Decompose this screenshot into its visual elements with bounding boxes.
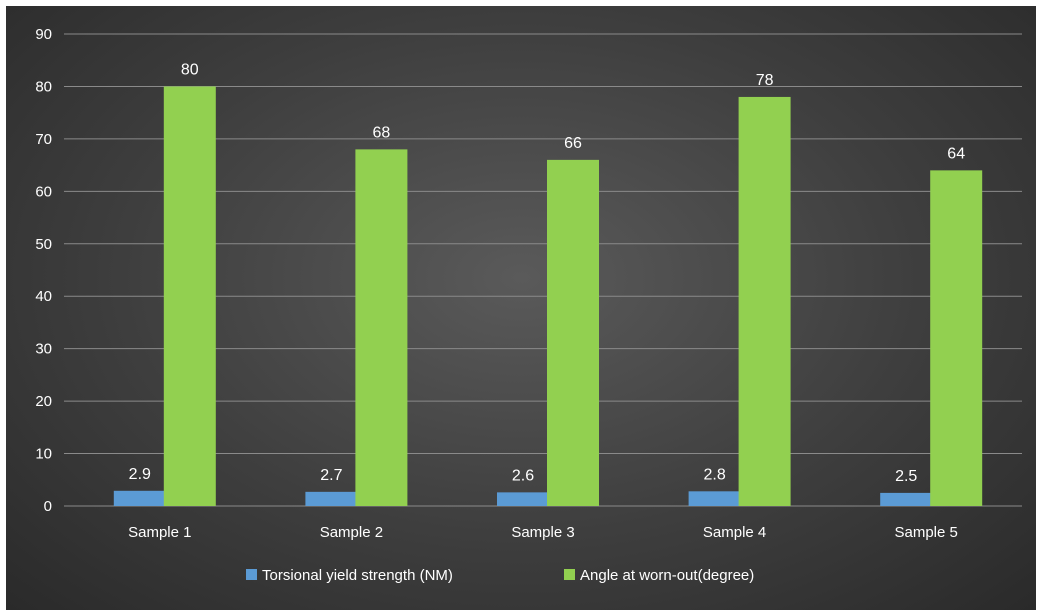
data-label: 2.9 [129,466,151,483]
bar-torsional-yield [497,492,549,506]
x-tick-label: Sample 1 [128,524,191,541]
bar-angle-worn-out [738,96,791,506]
y-tick-label: 0 [44,498,52,515]
bar-angle-worn-out [163,86,216,506]
y-tick-label: 90 [35,26,52,43]
y-tick-label: 10 [35,446,52,463]
legend-swatch [564,569,575,580]
y-tick-label: 60 [35,183,52,200]
chart-container: 0 10 20 30 40 50 60 70 80 90 2.9 80 Sample 1 2.7 68 Sam… [6,6,1036,610]
bar-torsional-yield [305,491,358,506]
data-label: 80 [181,61,199,78]
data-label: 2.8 [703,466,725,483]
x-tick-label: Sample 2 [320,524,383,541]
bar-torsional-yield [688,491,741,506]
data-label: 64 [947,145,965,162]
legend-label: Angle at worn-out(degree) [580,567,754,584]
bar-torsional-yield [113,490,166,506]
bar-angle-worn-out [930,170,983,506]
data-label: 78 [756,72,774,89]
x-tick-label: Sample 4 [703,524,766,541]
x-tick-label: Sample 5 [895,524,958,541]
data-label: 68 [373,124,391,141]
y-tick-label: 20 [35,393,52,410]
x-tick-label: Sample 3 [511,524,574,541]
data-label: 2.7 [320,467,342,484]
legend-swatch [246,569,257,580]
y-tick-label: 40 [35,288,52,305]
bar-angle-worn-out [547,159,599,506]
bar-chart: 0 10 20 30 40 50 60 70 80 90 2.9 80 Sample 1 2.7 68 Sam… [35,26,1022,584]
bar-torsional-yield [880,492,933,506]
y-tick-label: 30 [35,341,52,358]
y-tick-label: 70 [35,131,52,148]
bar-angle-worn-out [355,149,408,506]
y-tick-label: 80 [35,78,52,95]
data-label: 2.5 [895,468,917,485]
y-tick-label: 50 [35,236,52,253]
data-label: 2.6 [512,467,534,484]
data-label: 66 [564,135,582,152]
legend-label: Torsional yield strength (NM) [262,567,453,584]
